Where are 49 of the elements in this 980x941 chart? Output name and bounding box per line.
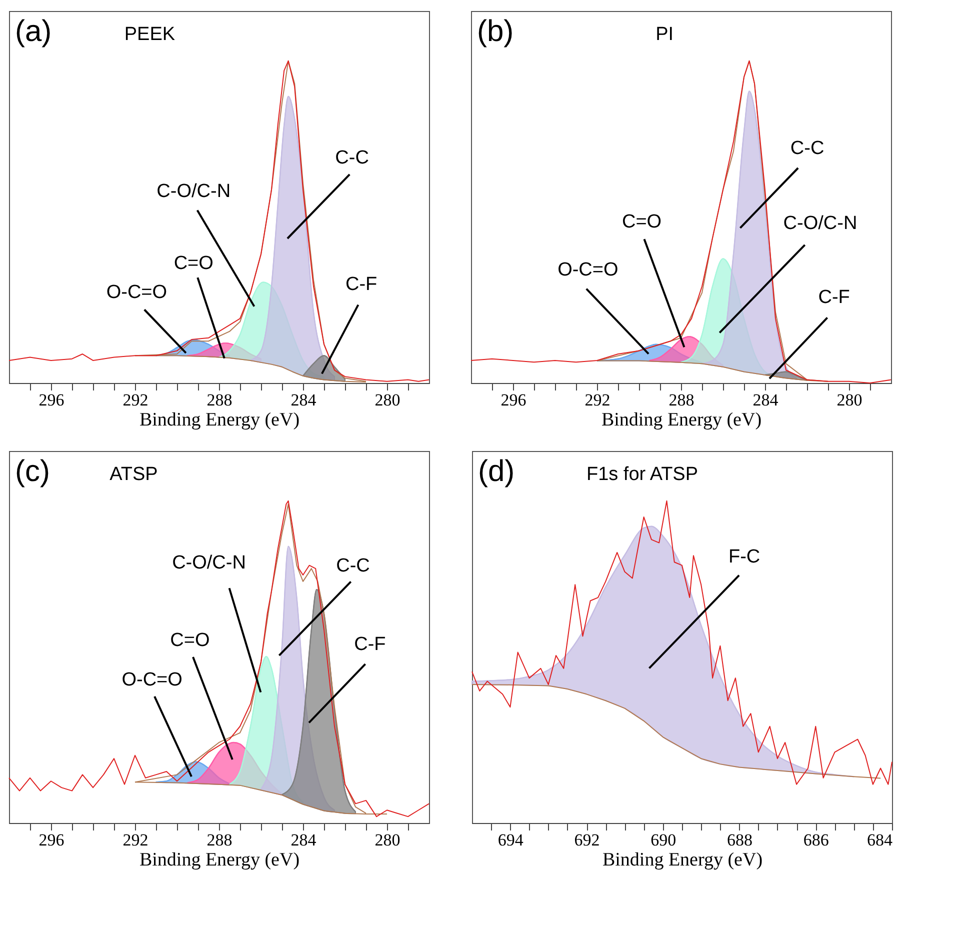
x-tick-label: 288 — [206, 390, 232, 410]
annotation: C-F — [345, 274, 378, 295]
x-tick-label: 288 — [206, 830, 232, 850]
x-tick-label: 690 — [650, 830, 676, 850]
chart-title: (c) — [15, 455, 50, 488]
annotation: C=O — [174, 253, 214, 274]
annotation: C-C — [336, 556, 370, 577]
x-tick-label: 692 — [574, 830, 600, 850]
annotation: C-C — [335, 147, 369, 168]
annotation: C-C — [790, 138, 824, 159]
x-tick-label: 296 — [500, 390, 526, 410]
x-axis-title: Binding Energy (eV) — [139, 410, 300, 430]
annotation: C-O/C-N — [172, 552, 246, 574]
x-tick-label: 280 — [374, 830, 400, 850]
x-tick-label: 280 — [374, 390, 400, 410]
annotation: C=O — [622, 212, 662, 233]
x-axis-title: Binding Energy (eV) — [601, 410, 762, 430]
x-tick-label: 686 — [803, 830, 829, 850]
chart-title: (b) — [477, 15, 514, 48]
x-tick-label: 296 — [38, 830, 64, 850]
x-tick-label: 292 — [122, 830, 148, 850]
chart-title: (a) — [15, 15, 52, 48]
annotation: C-O/C-N — [156, 181, 231, 202]
annotation: O-C=O — [122, 669, 182, 690]
x-axis-title: Binding Energy (eV) — [602, 850, 763, 870]
x-tick-label: 280 — [836, 390, 862, 410]
annotation: O-C=O — [106, 282, 168, 304]
x-tick-label: 292 — [584, 390, 610, 410]
chart-subtitle: F1s for ATSP — [586, 464, 698, 485]
x-tick-label: 296 — [38, 390, 64, 410]
x-axis-title: Binding Energy (eV) — [139, 850, 300, 870]
chart-title: (d) — [478, 455, 515, 488]
x-tick-label: 284 — [290, 830, 317, 850]
annotation: O-C=O — [558, 260, 618, 281]
x-tick-label: 284 — [290, 390, 317, 410]
annotation: C-O/C-N — [783, 213, 858, 234]
x-tick-label: 688 — [727, 830, 753, 850]
x-tick-label: 288 — [668, 390, 694, 410]
annotation: C=O — [170, 630, 210, 652]
chart-subtitle: PEEK — [124, 24, 176, 45]
annotation: C-F — [818, 286, 850, 308]
chart-subtitle: PI — [656, 24, 674, 45]
annotation: C-F — [354, 634, 386, 656]
chart-subtitle: ATSP — [110, 464, 158, 485]
x-tick-label: 292 — [122, 390, 148, 410]
annotation: F-C — [728, 546, 760, 568]
x-tick-label: 284 — [752, 390, 779, 410]
x-tick-label: 684 — [867, 830, 893, 850]
x-tick-label: 694 — [498, 830, 524, 850]
